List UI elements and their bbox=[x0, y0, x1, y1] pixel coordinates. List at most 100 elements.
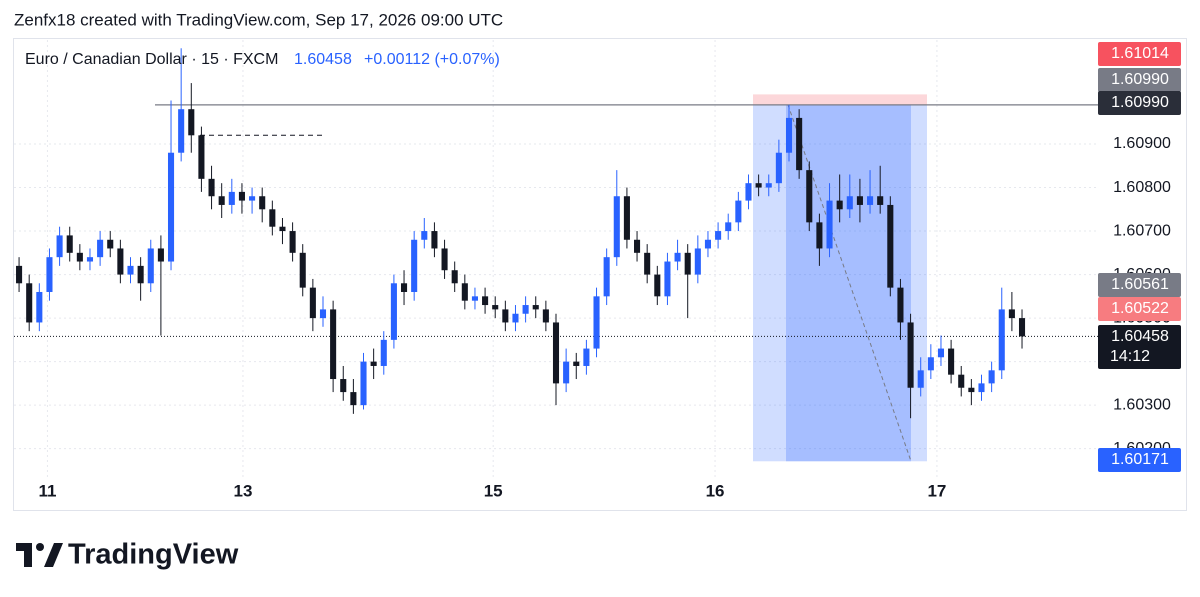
candle-body bbox=[542, 309, 549, 323]
candle-body bbox=[755, 183, 762, 188]
candle-body bbox=[745, 183, 752, 201]
candle-body bbox=[694, 248, 701, 275]
price-label-box bbox=[1098, 273, 1181, 297]
candle-body bbox=[228, 191, 235, 205]
candle-body bbox=[482, 296, 489, 306]
plot: 1.602001.603001.604001.605001.606001.607… bbox=[14, 40, 1181, 500]
candle-body bbox=[816, 222, 823, 249]
candle-body bbox=[249, 196, 256, 201]
logo-icon bbox=[36, 543, 44, 551]
candle-body bbox=[867, 196, 874, 205]
candle-body bbox=[775, 152, 782, 184]
stop-zone bbox=[753, 94, 927, 105]
candle-body bbox=[137, 265, 144, 284]
candle-body bbox=[522, 305, 529, 314]
logo-icon bbox=[16, 543, 32, 567]
candle-body bbox=[978, 383, 985, 393]
candle-body bbox=[279, 226, 286, 232]
price-label: 1.60458 bbox=[1111, 328, 1169, 345]
candle-body bbox=[107, 239, 114, 249]
candle-body bbox=[917, 370, 924, 388]
target-zone bbox=[753, 104, 927, 462]
candle-body bbox=[664, 261, 671, 297]
candle-body bbox=[674, 252, 681, 262]
candle-body bbox=[380, 339, 387, 366]
brand: TradingView bbox=[68, 539, 239, 571]
candle-body bbox=[785, 117, 793, 153]
candle-body bbox=[897, 287, 904, 323]
candle-body bbox=[937, 348, 945, 358]
candle-body bbox=[502, 309, 509, 323]
candle-body bbox=[441, 248, 448, 271]
header: Zenfx18 created with TradingView.com, Se… bbox=[14, 10, 503, 29]
price-label-box bbox=[1098, 297, 1181, 321]
candle-body bbox=[644, 252, 651, 275]
candle-body bbox=[1008, 309, 1015, 319]
countdown: 14:12 bbox=[1110, 348, 1150, 365]
candle-body bbox=[471, 296, 478, 301]
candle-body bbox=[654, 274, 661, 297]
x-tick-label: 17 bbox=[927, 481, 946, 500]
candle-body bbox=[532, 305, 539, 310]
candle-body bbox=[583, 348, 590, 366]
last-price: 1.60458 bbox=[294, 51, 352, 68]
price-label: 1.60990 bbox=[1111, 94, 1169, 111]
candle-body bbox=[46, 257, 53, 292]
candle-body bbox=[299, 252, 306, 288]
price-label-box bbox=[1098, 68, 1181, 92]
candle-body bbox=[360, 361, 367, 406]
candle-body bbox=[887, 204, 894, 288]
y-tick-label: 1.60800 bbox=[1113, 179, 1171, 196]
brand-logo bbox=[16, 543, 63, 567]
candle-body bbox=[725, 222, 732, 232]
price-label-box bbox=[1098, 91, 1181, 115]
candle-body bbox=[238, 191, 245, 201]
candle-body bbox=[390, 283, 397, 340]
y-tick-label: 1.60900 bbox=[1113, 135, 1171, 152]
price-label: 1.61014 bbox=[1111, 45, 1169, 62]
price-label: 1.60561 bbox=[1111, 276, 1169, 293]
candle-body bbox=[846, 196, 853, 210]
candle-body bbox=[400, 283, 408, 292]
candle-body bbox=[340, 379, 347, 393]
candle-body bbox=[563, 361, 570, 384]
candle-body bbox=[704, 239, 712, 249]
candle-body bbox=[603, 257, 610, 297]
candle-body bbox=[289, 231, 296, 253]
candle-body bbox=[907, 322, 914, 388]
candle-body bbox=[431, 231, 438, 249]
price-label: 1.60171 bbox=[1111, 451, 1169, 468]
candle-body bbox=[451, 270, 458, 284]
candle-body bbox=[998, 309, 1005, 371]
candle-body bbox=[715, 231, 722, 240]
change: +0.00112 (+0.07%) bbox=[364, 51, 500, 68]
candle-body bbox=[259, 196, 266, 210]
x-tick-label: 13 bbox=[233, 481, 252, 500]
price-label-box bbox=[1098, 42, 1181, 66]
candle-body bbox=[512, 313, 519, 323]
candle-body bbox=[36, 291, 43, 323]
candle-body bbox=[1018, 318, 1026, 337]
candle-body bbox=[97, 239, 104, 258]
candle-body bbox=[269, 209, 276, 227]
price-label: 1.60990 bbox=[1111, 71, 1169, 88]
candle-body bbox=[623, 196, 630, 240]
candle-body bbox=[370, 361, 377, 366]
price-label-box bbox=[1098, 325, 1181, 369]
x-tick-label: 11 bbox=[38, 481, 56, 500]
candle-body bbox=[218, 196, 225, 205]
candle-body bbox=[958, 374, 965, 388]
x-tick-label: 16 bbox=[706, 481, 725, 500]
candle-body bbox=[26, 283, 33, 323]
candle-body bbox=[178, 109, 185, 153]
price-label-box bbox=[1098, 448, 1181, 472]
candle-body bbox=[117, 248, 124, 275]
logo-icon bbox=[44, 543, 63, 567]
candle-body bbox=[684, 252, 691, 275]
candle-body bbox=[188, 109, 195, 136]
candle-body bbox=[856, 196, 863, 205]
candle-body bbox=[796, 117, 803, 171]
candle-body bbox=[411, 239, 418, 292]
candle-body bbox=[765, 183, 772, 188]
